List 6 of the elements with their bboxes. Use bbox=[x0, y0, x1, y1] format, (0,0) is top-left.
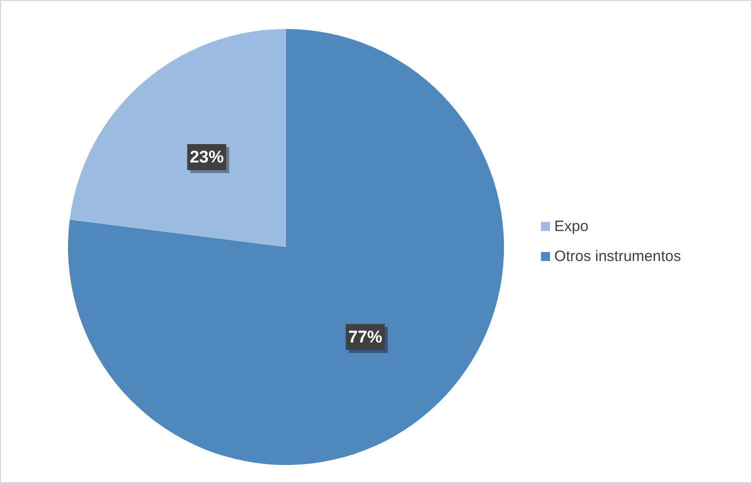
legend-label: Expo bbox=[554, 218, 588, 234]
pie-slice bbox=[70, 29, 286, 247]
legend-label: Otros instrumentos bbox=[554, 248, 681, 264]
pie-slice bbox=[68, 29, 504, 465]
data-label: 77% bbox=[348, 327, 382, 346]
data-label: 23% bbox=[190, 148, 224, 167]
